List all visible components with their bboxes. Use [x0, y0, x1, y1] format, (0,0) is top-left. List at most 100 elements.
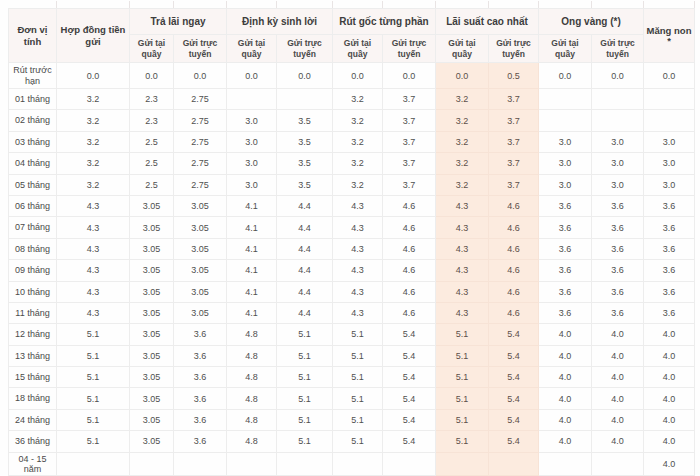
rate-cell: 3.5: [277, 131, 333, 152]
rate-cell: [592, 110, 644, 131]
rate-cell: 4.3: [57, 260, 130, 281]
subcolumn-at-counter: Gửi tại quầy: [130, 35, 174, 63]
rate-cell: 3.6: [174, 388, 227, 409]
rate-cell: 3.05: [130, 302, 174, 323]
subcolumn-at-counter: Gửi tại quầy: [539, 35, 592, 63]
rate-cell: 4.0: [539, 345, 592, 366]
rate-cell: 3.05: [174, 281, 227, 302]
rate-cell: 3.0: [539, 174, 592, 195]
table-row: 06 tháng4.33.053.054.14.44.34.64.34.63.6…: [9, 195, 695, 216]
rate-cell: 5.1: [333, 345, 383, 366]
rate-cell: 5.4: [489, 388, 539, 409]
rate-cell: 4.3: [436, 281, 489, 302]
rate-cell: 4.0: [644, 388, 695, 409]
rate-cell: [227, 89, 277, 110]
rate-cell: 0.0: [277, 63, 333, 89]
table-row: 18 tháng5.13.053.64.85.15.15.45.15.44.04…: [9, 388, 695, 409]
row-label: 02 tháng: [9, 110, 57, 131]
row-label: 13 tháng: [9, 345, 57, 366]
rate-cell: [57, 452, 130, 476]
rate-cell: 3.05: [174, 238, 227, 259]
rate-cell: 3.6: [592, 195, 644, 216]
rate-cell: 4.6: [383, 260, 436, 281]
rate-cell: 3.2: [57, 153, 130, 174]
rate-cell: [644, 110, 695, 131]
rate-cell: 5.1: [57, 367, 130, 388]
rate-cell: 4.6: [489, 238, 539, 259]
rate-cell: 4.3: [57, 302, 130, 323]
rate-cell: 4.1: [227, 217, 277, 238]
row-label: 07 tháng: [9, 217, 57, 238]
rate-cell: 3.2: [333, 110, 383, 131]
rate-cell: 3.0: [539, 131, 592, 152]
row-label: 11 tháng: [9, 302, 57, 323]
subcolumn-at-counter: Gửi tại quầy: [436, 35, 489, 63]
rate-cell: 3.0: [227, 153, 277, 174]
rate-cell: 3.0: [644, 131, 695, 152]
rate-cell: 5.1: [277, 409, 333, 430]
mang-non-asterisk: *: [646, 37, 692, 46]
rate-cell: 5.1: [277, 431, 333, 452]
rate-cell: 4.3: [436, 260, 489, 281]
rate-cell: 0.0: [333, 63, 383, 89]
rate-cell: 4.3: [57, 281, 130, 302]
rate-cell: 3.2: [436, 110, 489, 131]
tick-mark: [643, 1, 644, 8]
row-label: 04 - 15 năm: [9, 452, 57, 476]
rate-cell: 5.4: [489, 431, 539, 452]
table-row: 04 tháng3.22.52.753.03.53.23.73.23.73.03…: [9, 153, 695, 174]
rate-cell: [227, 452, 277, 476]
rate-cell: 4.3: [333, 302, 383, 323]
row-label: 10 tháng: [9, 281, 57, 302]
column-header-mang-non: Măng non *: [644, 9, 695, 63]
rate-cell: 3.6: [174, 431, 227, 452]
rate-cell: 4.8: [227, 388, 277, 409]
rate-cell: 3.0: [644, 153, 695, 174]
subcolumn-at-counter: Gửi tại quầy: [333, 35, 383, 63]
rate-cell: 4.3: [436, 217, 489, 238]
rate-cell: 4.0: [592, 367, 644, 388]
rate-cell: 3.0: [227, 174, 277, 195]
rate-cell: 3.6: [174, 345, 227, 366]
rate-cell: 4.6: [489, 302, 539, 323]
rate-cell: 4.4: [277, 302, 333, 323]
table-body: Rút trước hạn0.00.00.00.00.00.00.00.00.5…: [9, 63, 695, 476]
row-label: 01 tháng: [9, 89, 57, 110]
column-header-deposit-contract: Hợp đồng tiền gửi: [57, 9, 130, 63]
rate-cell: 3.6: [539, 195, 592, 216]
rate-cell: 3.05: [174, 217, 227, 238]
rate-cell: 3.7: [489, 89, 539, 110]
rate-cell: 4.0: [592, 345, 644, 366]
table-row: 13 tháng5.13.053.64.85.15.15.45.15.44.04…: [9, 345, 695, 366]
rate-cell: 3.05: [130, 345, 174, 366]
rate-cell: 3.0: [592, 174, 644, 195]
rate-cell: 2.75: [174, 110, 227, 131]
rate-cell: 3.6: [539, 281, 592, 302]
column-group-highest-rate: Lãi suất cao nhất: [436, 9, 539, 35]
rate-cell: 4.1: [227, 281, 277, 302]
row-label: 03 tháng: [9, 131, 57, 152]
rate-cell: 3.5: [277, 174, 333, 195]
rate-cell: [277, 89, 333, 110]
rate-cell: 4.3: [436, 195, 489, 216]
rate-cell: 5.1: [436, 345, 489, 366]
rate-cell: 2.5: [130, 174, 174, 195]
rate-cell: 3.6: [174, 324, 227, 345]
rate-cell: 3.6: [644, 195, 695, 216]
rate-cell: 3.2: [333, 153, 383, 174]
rate-cell: 5.4: [383, 324, 436, 345]
rate-cell: 3.2: [436, 131, 489, 152]
rate-cell: 4.6: [489, 260, 539, 281]
rate-cell: 3.05: [130, 281, 174, 302]
rate-cell: 5.1: [333, 431, 383, 452]
rate-cell: 3.6: [644, 260, 695, 281]
column-group-ong-vang: Ong vàng (*): [539, 9, 644, 35]
rate-cell: 3.2: [436, 174, 489, 195]
rate-cell: [333, 452, 383, 476]
rate-cell: 3.6: [539, 302, 592, 323]
row-label: 15 tháng: [9, 367, 57, 388]
rate-cell: [174, 452, 227, 476]
rate-cell: 5.4: [489, 345, 539, 366]
rate-cell: 4.1: [227, 238, 277, 259]
rate-cell: 4.6: [489, 281, 539, 302]
